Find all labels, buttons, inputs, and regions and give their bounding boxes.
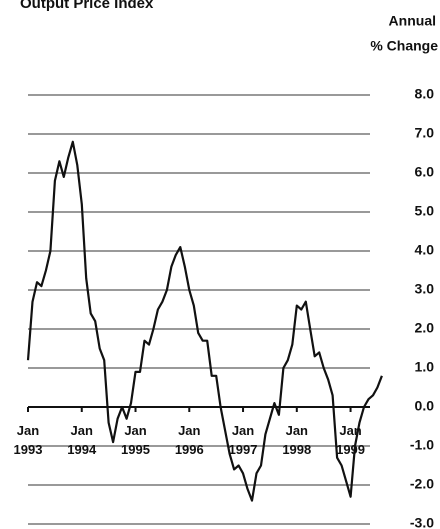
y-axis-label: Annual <box>389 13 436 29</box>
line-series <box>26 140 383 502</box>
y-tick-label: 4.0 <box>415 242 435 258</box>
x-tick-label: Jan 1996 <box>175 423 204 457</box>
y-tick-label: 3.0 <box>415 281 435 297</box>
y-tick-label: 6.0 <box>415 164 435 180</box>
x-tick-label: Jan 1999 <box>336 423 365 457</box>
x-tick-label: Jan 1998 <box>282 423 311 457</box>
y-tick-label: -3.0 <box>410 515 434 529</box>
x-tick-label: Jan 1994 <box>67 423 97 457</box>
y-tick-label: -2.0 <box>410 476 434 492</box>
y-tick-label: -1.0 <box>410 437 434 453</box>
chart-title: Output Price Index <box>20 0 154 12</box>
y-tick-label: 2.0 <box>415 320 435 336</box>
y-tick-label: 0.0 <box>415 398 435 414</box>
y-tick-label: 7.0 <box>415 125 435 141</box>
y-tick-label: 1.0 <box>415 359 435 375</box>
x-tick-label: Jan 1995 <box>121 423 150 457</box>
x-tick-label: Jan 1993 <box>14 423 43 457</box>
y-tick-label: 8.0 <box>415 86 435 102</box>
y-axis-label: % Change <box>370 38 438 54</box>
y-tick-label: 5.0 <box>415 203 435 219</box>
x-tick-label: Jan 1997 <box>229 423 258 457</box>
